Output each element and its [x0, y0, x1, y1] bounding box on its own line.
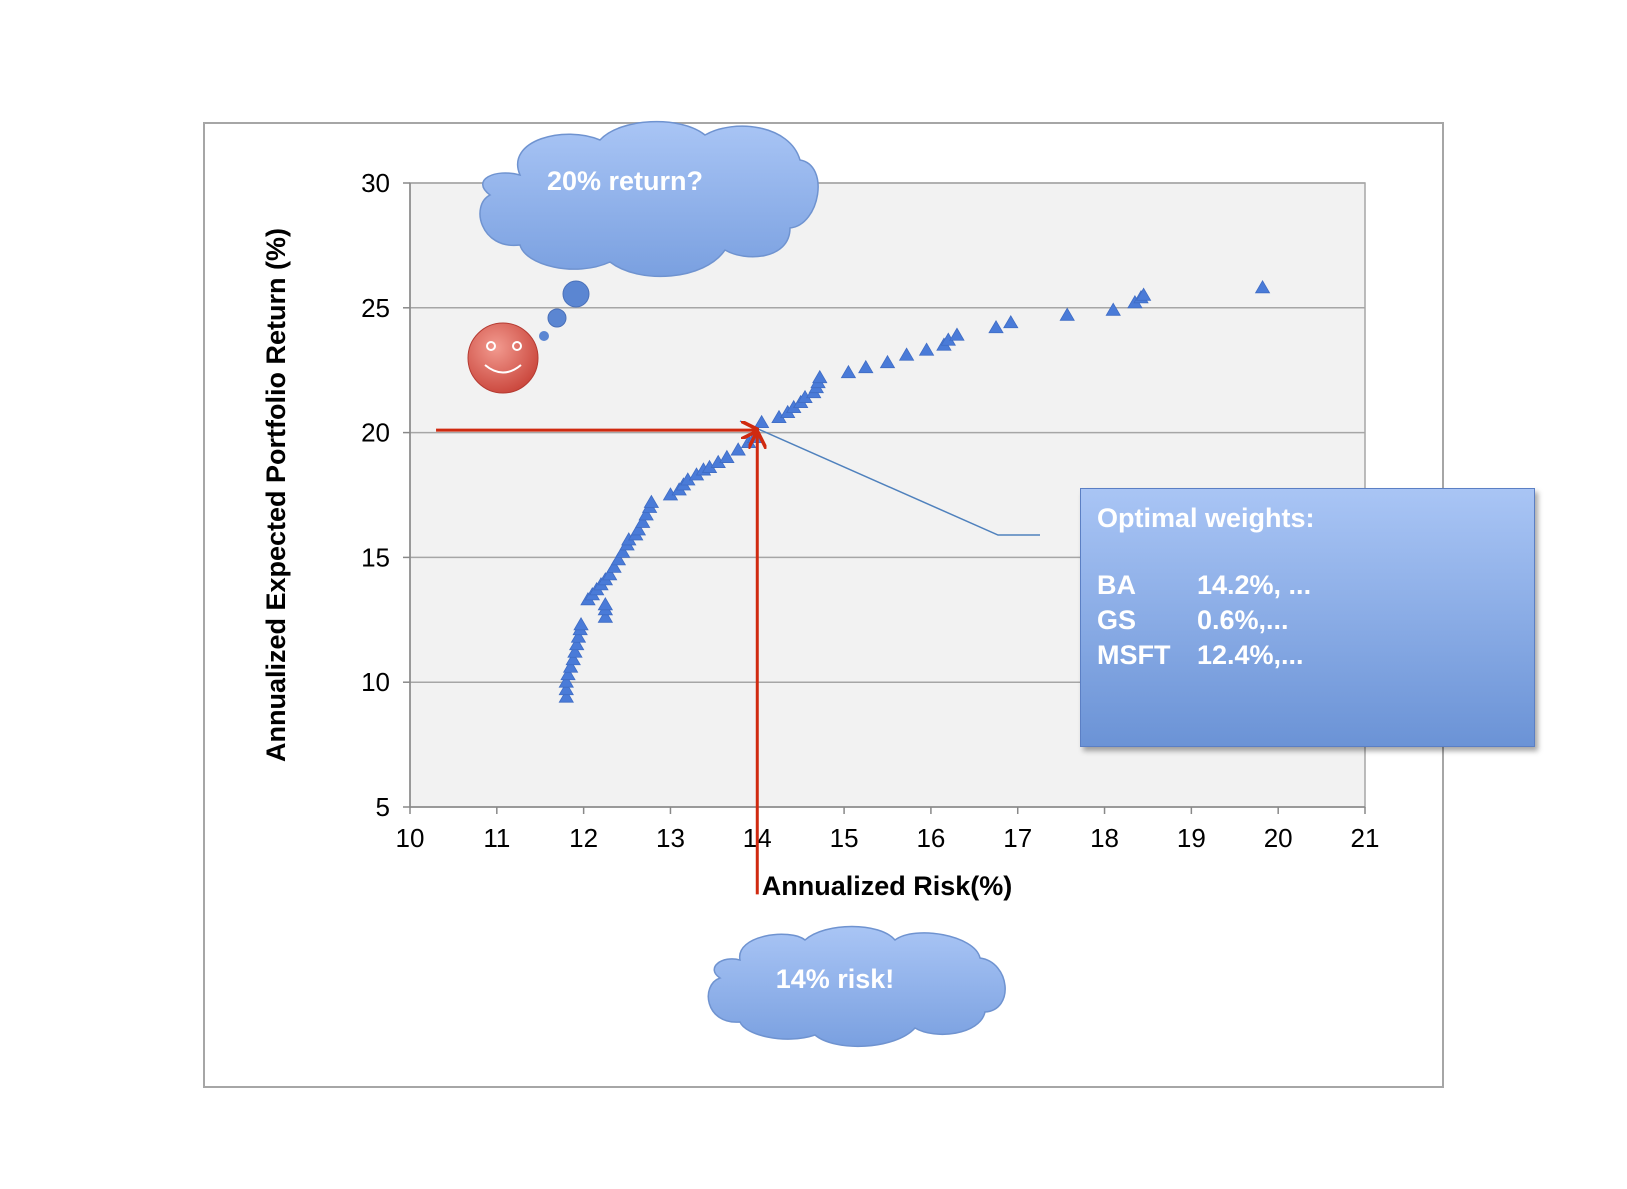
risk-cloud-text: 14% risk!: [776, 964, 895, 994]
thought-bubble-large: [562, 280, 590, 308]
frontier-point: [560, 666, 576, 681]
frontier-point: [597, 597, 614, 611]
return-cloud-text: 20% return?: [547, 166, 703, 196]
y-tick-label: 10: [361, 667, 390, 697]
weight-row-gs: GS 0.6%,...: [1097, 603, 1518, 638]
weight-row-msft: MSFT 12.4%,...: [1097, 638, 1518, 673]
frontier-point: [719, 449, 735, 463]
x-tick-label: 12: [569, 823, 598, 853]
frontier-point: [610, 552, 627, 566]
frontier-point: [858, 359, 874, 374]
weight-ticker: GS: [1097, 605, 1137, 635]
frontier-point: [988, 319, 1004, 334]
frontier-point: [558, 681, 574, 696]
frontier-point: [606, 559, 622, 573]
frontier-point: [558, 689, 574, 703]
optimal-weights-box: Optimal weights: BA 14.2%, ... GS 0.6%,.…: [1080, 488, 1535, 747]
weight-ticker: MSFT: [1097, 640, 1171, 670]
risk-cloud: 14% risk!: [707, 925, 1006, 1048]
thought-bubble-small: [539, 331, 549, 341]
frontier-point: [638, 507, 654, 521]
weights-title: Optimal weights:: [1097, 503, 1315, 533]
frontier-point: [615, 544, 631, 558]
weight-ticker: BA: [1097, 570, 1136, 600]
frontier-point: [567, 644, 583, 658]
x-tick-label: 10: [396, 823, 425, 853]
y-tick-label: 30: [361, 168, 390, 198]
smiley-face-icon: [467, 322, 539, 394]
x-tick-label: 18: [1090, 823, 1119, 853]
frontier-point: [634, 514, 651, 528]
weight-value: 12.4%,...: [1197, 640, 1304, 670]
x-tick-label: 16: [916, 823, 945, 853]
x-tick-label: 13: [656, 823, 685, 853]
frontier-point: [812, 369, 828, 384]
frontier-point: [558, 674, 574, 688]
x-tick-label: 19: [1177, 823, 1206, 853]
frontier-point: [597, 609, 614, 623]
frontier-point: [949, 327, 965, 341]
y-tick-label: 15: [361, 542, 390, 572]
frontier-point: [573, 616, 589, 631]
x-tick-label: 17: [1003, 823, 1032, 853]
frontier-point: [879, 354, 896, 369]
y-axis-ticks: 5 10 15 20 25 30: [361, 168, 410, 822]
frontier-point: [568, 636, 585, 651]
frontier-point: [730, 442, 746, 456]
return-thought-cloud: 20% return?: [479, 120, 819, 278]
y-axis-title: Annualized Expected Portfolio Return (%): [261, 228, 291, 762]
weight-value: 0.6%,...: [1197, 605, 1289, 635]
frontier-point: [630, 522, 647, 536]
y-tick-label: 25: [361, 293, 390, 323]
weights-leader-line: [739, 420, 1040, 536]
frontier-point: [565, 651, 581, 666]
frontier-point: [1105, 302, 1121, 316]
x-axis-ticks: 10 11 12 13 14 15 16 17 18 19 20 21: [396, 807, 1380, 853]
frontier-point: [562, 659, 579, 673]
frontier-point: [1003, 314, 1019, 329]
x-tick-label: 20: [1264, 823, 1293, 853]
frontier-point: [1254, 280, 1271, 294]
x-tick-label: 21: [1351, 823, 1380, 853]
frontier-point: [643, 494, 660, 508]
frontier-point: [1059, 307, 1075, 321]
weight-value: 14.2%, ...: [1197, 570, 1312, 600]
frontier-point: [1135, 287, 1152, 301]
frontier-point: [840, 364, 857, 379]
y-tick-label: 5: [376, 792, 390, 822]
frontier-point: [570, 629, 587, 643]
frontier-point: [601, 567, 618, 581]
frontier-point: [918, 342, 935, 356]
weight-row-ba: BA 14.2%, ...: [1097, 568, 1518, 603]
thought-bubble-medium: [547, 308, 567, 328]
y-tick-label: 20: [361, 418, 390, 448]
frontier-point: [898, 347, 915, 361]
x-axis-title: Annualized Risk(%): [762, 871, 1013, 901]
x-tick-label: 15: [830, 823, 859, 853]
x-tick-label: 11: [483, 823, 510, 853]
